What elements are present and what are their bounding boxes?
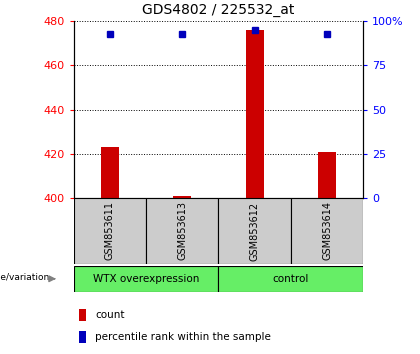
- Title: GDS4802 / 225532_at: GDS4802 / 225532_at: [142, 4, 294, 17]
- Bar: [173, 196, 191, 198]
- Bar: [79, 331, 86, 343]
- Text: GSM853611: GSM853611: [105, 201, 115, 261]
- Bar: [101, 147, 119, 198]
- Text: percentile rank within the sample: percentile rank within the sample: [95, 332, 271, 342]
- Bar: [79, 309, 86, 321]
- Text: count: count: [95, 310, 125, 320]
- Bar: [318, 152, 336, 198]
- Bar: [74, 198, 146, 264]
- Text: GSM853613: GSM853613: [177, 201, 187, 261]
- Bar: [218, 266, 363, 292]
- Bar: [74, 266, 218, 292]
- Bar: [291, 198, 363, 264]
- Bar: [246, 30, 264, 198]
- Bar: [146, 198, 218, 264]
- Text: control: control: [273, 274, 309, 284]
- Text: GSM853612: GSM853612: [249, 201, 260, 261]
- Bar: [218, 198, 291, 264]
- Text: GSM853614: GSM853614: [322, 201, 332, 261]
- Text: genotype/variation: genotype/variation: [0, 273, 50, 282]
- Text: WTX overexpression: WTX overexpression: [93, 274, 199, 284]
